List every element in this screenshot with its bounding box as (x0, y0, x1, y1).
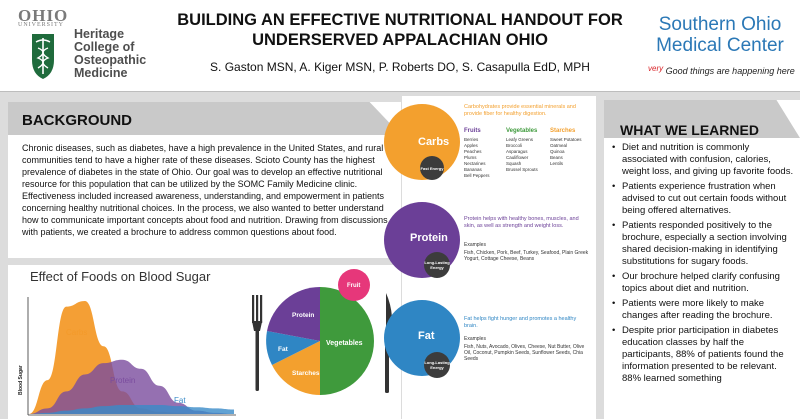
effect-section: Effect of Foods on Blood Sugar Blood Sug… (8, 265, 401, 419)
starches-label: Starches (292, 370, 320, 377)
list-item: Peaches (464, 149, 482, 154)
list-item: Despite prior participation in diabetes … (612, 325, 797, 385)
protein-label: Protein (410, 232, 448, 244)
title-line-1: BUILDING AN EFFECTIVE NUTRITIONAL HANDOU… (177, 11, 623, 29)
list-item: Asparagus (506, 149, 528, 154)
fat-energy-badge: Long-Lasting Energy (424, 352, 450, 378)
college-line: College of (74, 40, 135, 54)
background-title-bar (8, 102, 401, 135)
starches-list: Sweet Potatoes Oatmeal Quinoa Beans Lent… (550, 137, 594, 167)
college-name: Heritage College of Osteopathic Medicine (74, 28, 146, 80)
list-item: Cauliflower (506, 155, 529, 160)
title-line-2: UNDERSERVED APPALACHIAN OHIO (252, 31, 548, 49)
protein-energy-badge: Long-Lasting Energy (424, 252, 450, 278)
examples-heading: Examples (464, 336, 486, 342)
poster-header: OHIO UNIVERSITY Heritage College of Oste… (0, 0, 800, 92)
vegetables-label: Vegetables (326, 340, 363, 347)
list-item: Broccoli (506, 143, 523, 148)
college-line: Osteopathic (74, 53, 147, 67)
protein-area (29, 359, 234, 414)
list-item: Bananas (464, 167, 482, 172)
list-item: Leafy Greens (506, 137, 534, 142)
learned-title-bar (604, 100, 800, 138)
vegetables-heading: Vegetables (506, 128, 538, 134)
fat-examples: Examples Fish, Nuts, Avocado, Olives, Ch… (464, 336, 592, 362)
fork-icon (252, 295, 263, 391)
protein-description: Protein helps with healthy bones, muscle… (464, 216, 579, 229)
fruits-heading: Fruits (464, 128, 481, 134)
list-item: Quinoa (550, 149, 565, 154)
vegetables-list: Leafy Greens Broccoli Asparagus Cauliflo… (506, 137, 550, 173)
fruits-list: Berries Apples Peaches Plums Nectarines … (464, 137, 504, 179)
fat-label: Fat (278, 346, 289, 353)
list-item: Patients responded positively to the bro… (612, 220, 797, 268)
list-item: Sweet Potatoes (550, 137, 582, 142)
carbs-description: Carbohydrates provide essential minerals… (464, 104, 576, 117)
what-we-learned-section: WHAT WE LEARNED Diet and nutrition is co… (604, 100, 800, 419)
list-item: Lentils (550, 161, 564, 166)
somc-logo: Southern Ohio Medical Center (645, 14, 795, 56)
somc-line-2: Medical Center (656, 35, 784, 56)
tagline-very: very (648, 64, 664, 73)
brochure-panel: Carbs Fast Energy Carbohydrates provide … (384, 96, 596, 419)
examples-text: Fish, Chicken, Pork, Beef, Turkey, Seafo… (464, 250, 589, 262)
carbs-series-label: Carbs (66, 328, 87, 337)
background-text: Chronic diseases, such as diabetes, have… (22, 143, 388, 237)
list-item: Brussel Sprouts (506, 167, 538, 172)
list-item: Nectarines (464, 161, 486, 166)
background-section: BACKGROUND Chronic diseases, such as dia… (8, 102, 401, 258)
ohio-university-subtext: UNIVERSITY (18, 22, 64, 28)
poster-title: BUILDING AN EFFECTIVE NUTRITIONAL HANDOU… (170, 10, 630, 50)
protein-slice (267, 287, 320, 341)
tagline-text: Good things are happening here (665, 66, 795, 76)
ohio-wordmark: OHIO (18, 6, 69, 25)
ohio-university-logo: OHIO UNIVERSITY Heritage College of Oste… (8, 6, 168, 84)
healthy-plate-diagram: Protein Fat Starches Vegetables Fruit (252, 269, 393, 395)
carbs-energy-badge: Fast Energy (420, 156, 444, 180)
college-line: Heritage (74, 27, 125, 41)
effect-heading: Effect of Foods on Blood Sugar (30, 269, 211, 284)
list-item: Squash (506, 161, 522, 166)
vegetables-slice (320, 287, 374, 395)
list-item: Our brochure helped clarify confusing to… (612, 271, 797, 295)
fruit-label: Fruit (347, 283, 360, 289)
fat-slice (266, 331, 320, 365)
fat-description: Fat helps fight hunger and promotes a he… (464, 316, 577, 329)
caduceus-seal-icon (32, 34, 54, 79)
fat-series-label: Fat (174, 396, 186, 405)
learned-list: Diet and nutrition is commonly associate… (612, 142, 797, 388)
list-item: Patients experience frustration when adv… (612, 181, 797, 217)
list-item: Apples (464, 143, 478, 148)
blood-sugar-chart: Blood Sugar Carbs Protein Fat (18, 297, 236, 416)
starches-slice (272, 341, 320, 395)
list-item: Oatmeal (550, 143, 568, 148)
protein-label: Protein (292, 312, 314, 319)
examples-text: Fish, Nuts, Avocado, Olives, Cheese, Nut… (464, 344, 585, 362)
starches-heading: Starches (550, 128, 576, 134)
carbs-label: Carbs (418, 136, 450, 148)
fat-area (29, 404, 234, 414)
list-item: Diet and nutrition is commonly associate… (612, 142, 797, 178)
examples-heading: Examples (464, 242, 486, 248)
y-axis-label: Blood Sugar (18, 365, 24, 395)
authors: S. Gaston MSN, A. Kiger MSN, P. Roberts … (210, 60, 590, 74)
list-item: Patients were more likely to make change… (612, 298, 797, 322)
somc-line-1: Southern Ohio (658, 14, 782, 35)
fruit-circle (338, 269, 370, 301)
list-item: Bell Peppers (464, 173, 490, 178)
learned-heading: WHAT WE LEARNED (620, 122, 759, 138)
fat-label: Fat (418, 330, 435, 342)
list-item: Berries (464, 137, 479, 142)
list-item: Plums (464, 155, 477, 160)
college-line: Medicine (74, 66, 128, 80)
somc-tagline: very Good things are happening here (648, 64, 798, 76)
protein-series-label: Protein (110, 376, 135, 385)
protein-examples: Examples Fish, Chicken, Pork, Beef, Turk… (464, 242, 592, 262)
background-heading: BACKGROUND (22, 112, 132, 129)
list-item: Beans (550, 155, 563, 160)
